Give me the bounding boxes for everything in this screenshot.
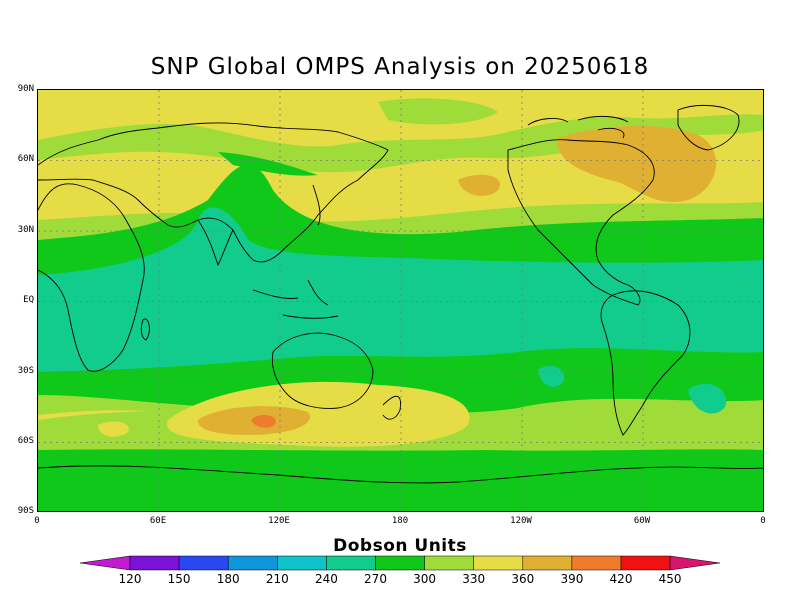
colorbar-cell [326,555,376,571]
lat-label: 90S [17,506,34,516]
lon-label: 0 [34,516,40,526]
contour-360-390 [557,125,717,203]
lon-label: 60W [633,516,651,526]
contour-300-330 [38,114,763,173]
colorbar-tick-label: 210 [265,572,289,586]
colorbar-tick-label: 120 [118,572,142,586]
ozone-map [37,89,764,512]
colorbar-cell [277,555,327,571]
colorbar-cell [129,555,180,571]
colorbar-tick-label: 450 [658,572,682,586]
colorbar-tick-label: 240 [314,572,338,586]
colorbar-cell [178,555,229,571]
contour-330-360 [98,421,129,437]
colorbar-cell [375,555,425,571]
colorbar-cell [522,555,573,571]
colorbar-arrow-high [669,555,721,571]
lon-label: 120W [510,516,532,526]
colorbar-title: Dobson Units [333,536,467,556]
coastlines [38,105,763,484]
colorbar-cell [571,555,622,571]
map-title: SNP Global OMPS Analysis on 20250618 [150,54,650,80]
contour-240-270 [538,365,565,387]
lon-label: 180 [391,516,409,526]
colorbar-cell [620,555,671,571]
contour-300-330 [378,98,498,125]
contour-270-300 [38,449,763,511]
lat-label: 60N [17,154,34,164]
lat-label: 30S [17,366,34,376]
colorbar-tick-label: 330 [462,572,486,586]
contour-270-300 [218,152,318,176]
colorbar-cell [227,555,278,571]
grid-lines [38,90,763,511]
lat-label: 60S [17,436,34,446]
lat-label: 90N [17,84,34,94]
colorbar-tick-label: 300 [413,572,437,586]
ozone-contour-field [38,90,763,511]
colorbar-tick-label: 270 [364,572,387,586]
contour-360-390 [458,174,500,196]
colorbar-arrow-low [79,555,131,571]
contour-240-270 [688,383,727,414]
colorbar-cell [473,555,524,571]
lat-label: EQ [23,295,34,305]
contour-240-270 [38,207,763,372]
colorbar-tick-label: 390 [560,572,584,586]
colorbar-tick-label: 420 [609,572,633,586]
contour-390-420 [251,414,276,428]
colorbar-cell [424,555,474,571]
colorbar-tick-label: 180 [216,572,240,586]
colorbar-tick-label: 360 [511,572,535,586]
lon-label: 120E [268,516,290,526]
lon-label: 60E [149,516,167,526]
lon-label: 0 [760,516,766,526]
lat-label: 30N [17,225,34,235]
colorbar-tick-label: 150 [167,572,191,586]
